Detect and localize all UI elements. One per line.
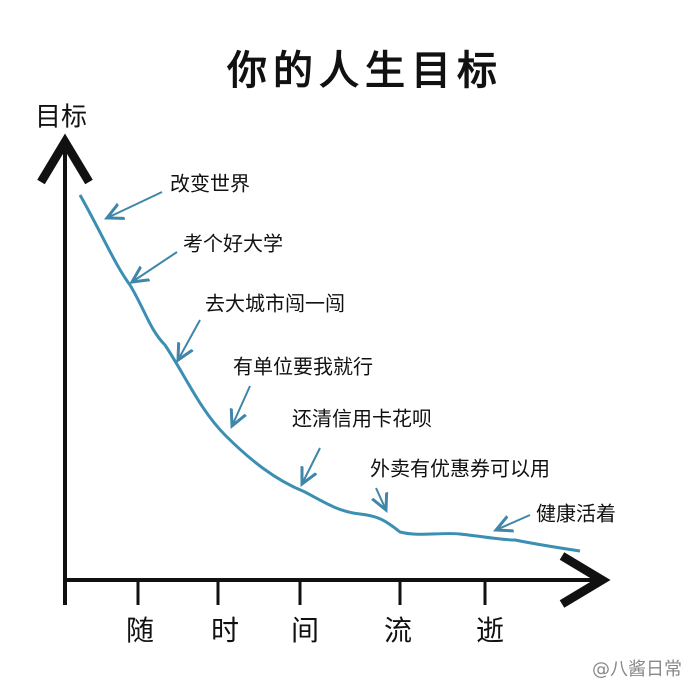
arrow: [132, 251, 178, 282]
annotations: 改变世界 考个好大学 去大城市闯一闯 有单位要我就行 还清信用卡花呗 外卖有优惠…: [107, 172, 616, 531]
annotation: 去大城市闯一闯: [205, 292, 345, 316]
x-label: 间: [291, 614, 319, 647]
title: 你的人生目标: [226, 48, 503, 94]
arrow: [178, 319, 201, 360]
goal-curve: [78, 194, 581, 553]
annotation: 外卖有优惠券可以用: [370, 457, 550, 481]
x-label: 时: [211, 614, 239, 647]
x-label: 逝: [476, 614, 504, 647]
x-label: 随: [126, 614, 154, 647]
watermark: @八酱日常: [592, 659, 682, 680]
annotation: 有单位要我就行: [233, 355, 373, 379]
y-axis-label: 目标: [35, 103, 87, 133]
annotation: 考个好大学: [183, 232, 283, 256]
x-ticks: [136, 580, 487, 605]
arrow: [232, 385, 251, 426]
annotation: 改变世界: [170, 172, 250, 196]
x-label: 流: [384, 614, 412, 647]
x-axis-labels: 随 时 间 流 逝: [126, 614, 504, 647]
arrow: [496, 514, 531, 530]
arrow: [107, 191, 163, 218]
annotation: 健康活着: [536, 502, 616, 526]
annotation: 还清信用卡花呗: [292, 407, 432, 431]
arrow: [376, 487, 386, 510]
arrow: [302, 447, 321, 484]
